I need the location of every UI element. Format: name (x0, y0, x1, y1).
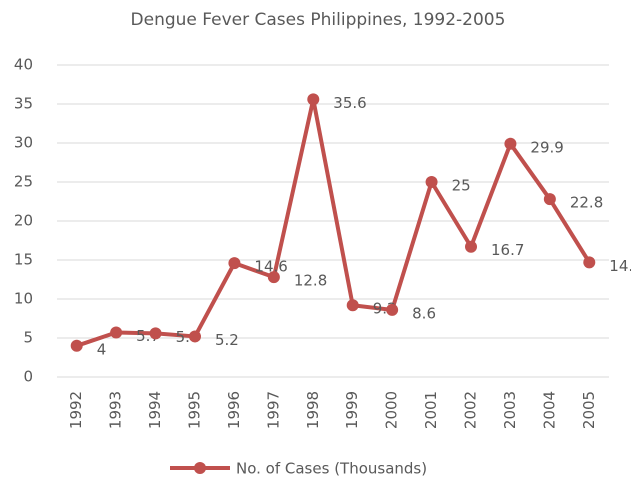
line (76, 97, 591, 348)
x-tick-label: 2001 (422, 391, 440, 429)
legend-marker (194, 462, 206, 474)
data-label: 5.2 (215, 331, 239, 349)
point (386, 303, 399, 316)
point (425, 176, 438, 188)
y-tick-label: 30 (14, 134, 33, 152)
x-tick-label: 1998 (304, 391, 322, 429)
point (543, 193, 556, 206)
y-tick-label: 10 (14, 290, 33, 308)
x-tick-label: 1994 (146, 391, 164, 429)
y-tick-label: 5 (23, 329, 33, 347)
x-tick-label: 2004 (540, 391, 558, 429)
point (189, 330, 201, 343)
y-tick-label: 0 (23, 368, 33, 386)
x-tick-label: 2002 (462, 391, 480, 429)
point (465, 240, 477, 253)
data-label: 35.6 (333, 94, 366, 112)
point (149, 327, 162, 340)
y-tick-label: 35 (14, 95, 33, 113)
x-tick-label: 1997 (264, 391, 282, 429)
point (307, 93, 320, 106)
x-tick-label: 2000 (383, 391, 401, 429)
y-tick-label: 40 (14, 56, 33, 74)
point (110, 326, 123, 339)
chart-title: Dengue Fever Cases Philippines, 1992-200… (131, 10, 506, 30)
data-label: 8.6 (412, 304, 436, 322)
data-label: 29.9 (530, 138, 563, 156)
x-tick-label: 1992 (67, 391, 85, 429)
y-tick-label: 25 (14, 173, 33, 191)
legend-label: No. of Cases (Thousands) (236, 460, 427, 478)
x-tick-label: 1996 (225, 391, 243, 429)
data-label: 14.7 (609, 257, 631, 275)
data-label: 12.8 (294, 272, 327, 290)
point (346, 299, 359, 312)
point (228, 257, 241, 270)
data-label: 25 (452, 177, 471, 195)
data-label: 16.7 (491, 241, 524, 259)
x-tick-label: 1995 (186, 391, 204, 429)
x-tick-label: 2005 (580, 391, 598, 429)
y-tick-label: 20 (14, 212, 33, 230)
data-label: 14.6 (254, 258, 287, 276)
x-tick-label: 2003 (501, 391, 519, 429)
point (267, 271, 280, 284)
data-label: 22.8 (570, 194, 603, 212)
y-tick-label: 15 (14, 251, 33, 269)
point (583, 256, 596, 269)
point (504, 137, 517, 150)
x-tick-label: 1999 (343, 391, 361, 429)
x-tick-label: 1993 (107, 391, 125, 429)
data-label: 4 (97, 340, 107, 358)
point (70, 339, 83, 352)
